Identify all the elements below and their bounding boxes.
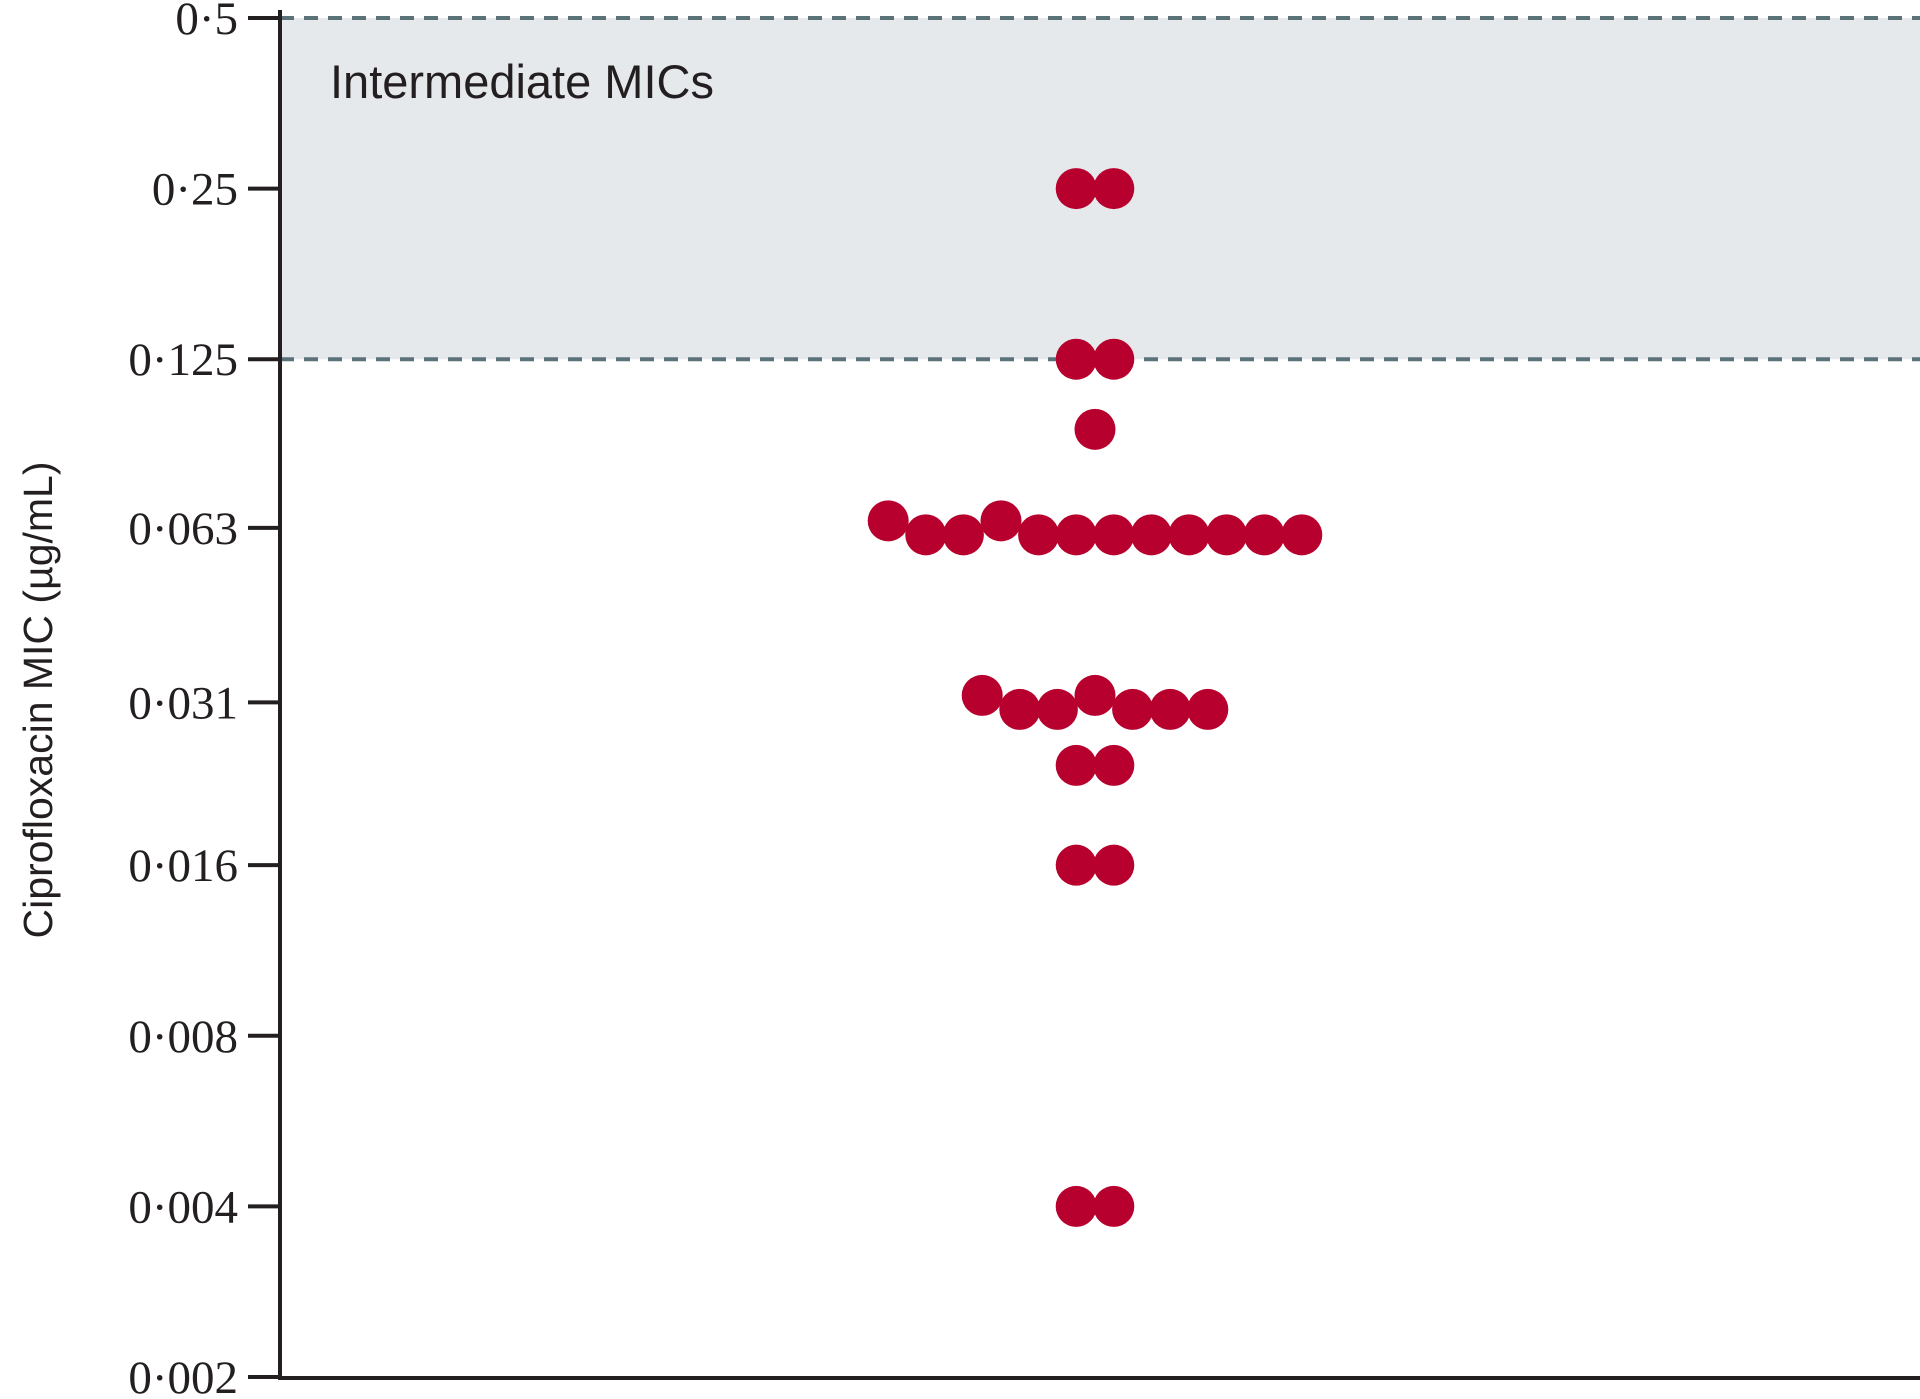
data-point xyxy=(1055,1185,1097,1227)
data-point xyxy=(1093,338,1135,380)
y-tick-label: 0·031 xyxy=(128,677,238,729)
data-point xyxy=(980,500,1022,542)
y-tick-label: 0·004 xyxy=(128,1181,238,1233)
data-point xyxy=(942,514,984,556)
data-point xyxy=(1018,514,1060,556)
data-point xyxy=(1149,688,1191,730)
data-point xyxy=(1168,514,1210,556)
data-point xyxy=(905,514,947,556)
data-point xyxy=(1055,338,1097,380)
y-axis-title: Ciprofloxacin MIC (µg/mL) xyxy=(15,461,61,938)
data-point xyxy=(1093,1185,1135,1227)
data-point xyxy=(1281,514,1323,556)
y-tick-label: 0·002 xyxy=(128,1352,238,1399)
data-point xyxy=(1187,688,1229,730)
data-point xyxy=(1243,514,1285,556)
data-point xyxy=(999,688,1041,730)
data-point xyxy=(1036,688,1078,730)
data-points xyxy=(867,168,1323,1227)
data-point xyxy=(1093,844,1135,886)
data-point xyxy=(1055,844,1097,886)
y-tick-label: 0·25 xyxy=(152,164,238,216)
data-point xyxy=(1093,514,1135,556)
data-point xyxy=(1093,744,1135,786)
y-tick-label: 0·016 xyxy=(128,840,238,892)
data-point xyxy=(1055,168,1097,210)
data-point xyxy=(961,674,1003,716)
data-point xyxy=(1206,514,1248,556)
intermediate-mic-band-label: Intermediate MICs xyxy=(330,55,714,108)
data-point xyxy=(1130,514,1172,556)
data-point xyxy=(1055,744,1097,786)
data-point xyxy=(1112,688,1154,730)
y-tick-label: 0·008 xyxy=(128,1011,238,1063)
y-tick-label: 0·063 xyxy=(128,503,238,555)
data-point xyxy=(1055,514,1097,556)
y-tick-label: 0·5 xyxy=(175,0,238,45)
data-point xyxy=(867,500,909,542)
y-axis-ticks: 0·002 0·004 0·008 0·016 0·031 0·063 0·125 0·25 0… xyxy=(128,0,280,1399)
y-tick-label: 0·125 xyxy=(128,334,238,386)
data-point xyxy=(1074,674,1116,716)
data-point xyxy=(1074,408,1116,450)
data-point xyxy=(1093,168,1135,210)
